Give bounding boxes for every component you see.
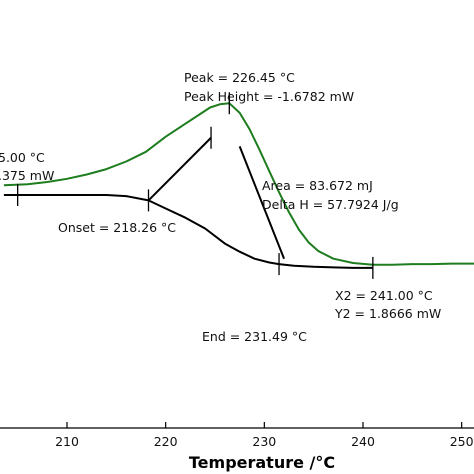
annotation-left-value: .375 mW — [0, 168, 54, 183]
x-tick-label-220: 220 — [154, 434, 178, 449]
annotation-area: Area = 83.672 mJ — [262, 178, 373, 193]
annotation-onset: Onset = 218.26 °C — [58, 220, 176, 235]
annotation-y2: Y2 = 1.8666 mW — [334, 306, 441, 321]
x-tick-label-240: 240 — [351, 434, 375, 449]
series-line-1 — [3, 102, 474, 266]
annotation-delta-h: Delta H = 57.7924 J/g — [262, 197, 399, 212]
series-layer — [3, 102, 474, 269]
annotation-peak: Peak = 226.45 °C — [184, 70, 295, 85]
construction-lines — [147, 137, 285, 260]
x-ticks: 210 220 230 240 250 — [55, 422, 474, 449]
annotation-end: End = 231.49 °C — [202, 329, 307, 344]
annotation-peak-height: Peak Height = -1.6782 mW — [184, 89, 354, 104]
series-line-2 — [3, 194, 373, 269]
annotation-left-temp: 5.00 °C — [0, 150, 45, 165]
x-tick-label-230: 230 — [252, 434, 276, 449]
construction-line-2 — [238, 146, 285, 260]
annotation-x2: X2 = 241.00 °C — [335, 288, 433, 303]
curve-markers — [17, 92, 374, 279]
x-axis-title: Temperature /°C — [189, 453, 335, 472]
x-tick-label-210: 210 — [55, 434, 79, 449]
x-tick-label-250: 250 — [450, 434, 474, 449]
construction-line-1 — [147, 137, 212, 202]
